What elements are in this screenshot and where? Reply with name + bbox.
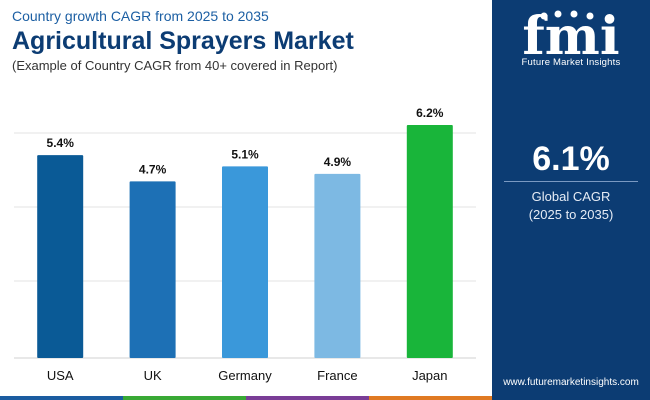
sidebar-panel: fmi Future Market Insights 6.1% Global C…: [492, 0, 650, 400]
x-tick-label-usa: USA: [47, 368, 74, 383]
bar-germany: [222, 166, 268, 358]
chart-title: Agricultural Sprayers Market: [12, 27, 354, 55]
data-label-uk: 4.7%: [139, 162, 167, 176]
fmi-logo-icon: fmi: [522, 6, 619, 67]
stripe-green: [123, 396, 246, 400]
chart-subtitle-bottom: (Example of Country CAGR from 40+ covere…: [12, 58, 338, 73]
stripe-orange: [369, 396, 492, 400]
stripe-blue: [0, 396, 123, 400]
global-cagr-value: 6.1%: [532, 140, 610, 178]
x-tick-label-france: France: [317, 368, 357, 383]
bar-uk: [129, 181, 176, 358]
data-label-japan: 6.2%: [416, 106, 444, 120]
x-tick-label-japan: Japan: [412, 368, 447, 383]
logo-text: Future Market Insights: [521, 57, 621, 68]
stripe-purple: [246, 396, 369, 400]
bar-japan: [406, 125, 453, 358]
data-label-france: 4.9%: [324, 155, 352, 169]
website-link[interactable]: www.futuremarketinsights.com: [503, 377, 639, 388]
x-tick-label-uk: UK: [144, 368, 162, 383]
global-cagr-period: (2025 to 2035): [528, 207, 614, 222]
chart-subtitle-top: Country growth CAGR from 2025 to 2035: [12, 8, 269, 24]
bar-usa: [37, 155, 84, 358]
data-label-usa: 5.4%: [47, 136, 75, 150]
global-cagr-label: Global CAGR: [531, 189, 611, 204]
bar-chart: 5.4% USA 4.7% UK 5.1% Germany 4.9% France 6.2% Ja…: [14, 106, 476, 383]
x-tick-label-germany: Germany: [218, 368, 272, 383]
logo-letters: fmi: [522, 6, 619, 67]
chart-header: Country growth CAGR from 2025 to 2035 Ag…: [0, 0, 492, 80]
sidebar-divider: [504, 181, 638, 182]
data-label-germany: 5.1%: [231, 147, 259, 161]
bottom-color-stripe: [0, 396, 492, 400]
bar-france: [314, 173, 361, 358]
